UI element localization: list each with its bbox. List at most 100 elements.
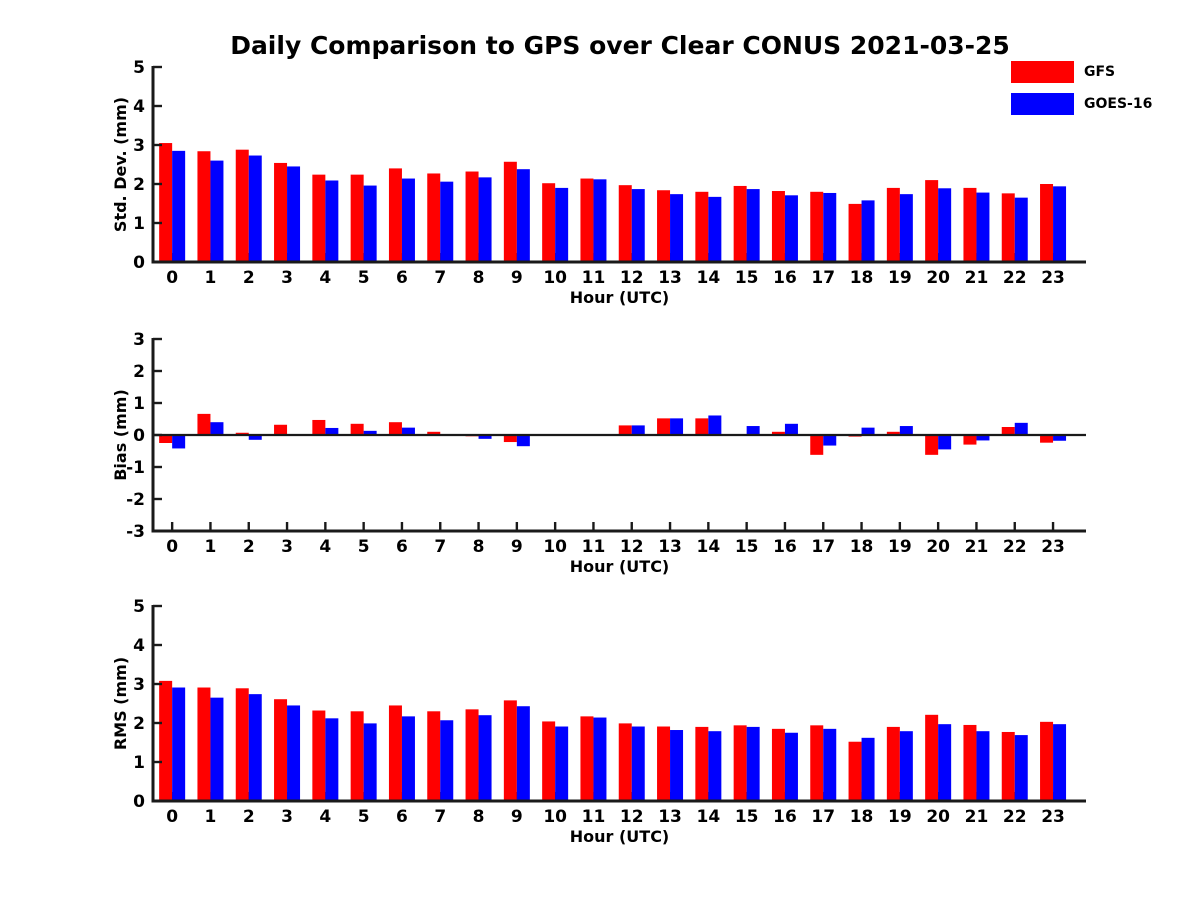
- bias-bar-gfs-h23: [1040, 435, 1054, 443]
- std-dev-series-gfs: [159, 143, 1054, 262]
- std-dev-bar-gfs-h1: [197, 151, 211, 262]
- rms-bar-gfs-h23: [1040, 721, 1054, 801]
- std-dev-bar-goes-16-h13: [670, 194, 684, 262]
- x-tick-label: 17: [811, 807, 835, 827]
- x-tick-label: 16: [773, 268, 797, 288]
- y-tick-label: 2: [133, 175, 145, 195]
- gfs-color-swatch: [1011, 61, 1074, 83]
- x-tick-label: 0: [166, 268, 178, 288]
- rms-bar-gfs-h3: [274, 699, 288, 801]
- rms-bar-gfs-h15: [733, 725, 747, 801]
- x-tick-label: 20: [926, 268, 950, 288]
- std-dev-bar-goes-16-h19: [899, 194, 913, 262]
- rms-bar-gfs-h20: [925, 714, 939, 801]
- rms-bar-goes-16-h15: [746, 726, 760, 801]
- bias-bar-goes-16-h21: [976, 435, 990, 441]
- x-tick-label: 5: [358, 268, 370, 288]
- y-axis-label: Bias (mm): [111, 389, 130, 481]
- std-dev-bar-gfs-h11: [580, 178, 594, 262]
- x-tick-label: 11: [582, 807, 606, 827]
- rms-series-goes-16: [172, 687, 1067, 801]
- rms-bar-goes-16-h5: [363, 723, 377, 801]
- std-dev-bar-goes-16-h12: [631, 189, 645, 262]
- bias-bar-goes-16-h18: [861, 427, 875, 435]
- bias-bar-gfs-h13: [657, 418, 671, 435]
- rms-bar-goes-16-h2: [248, 694, 262, 801]
- x-tick-label: 22: [1003, 537, 1027, 557]
- goes16-color-swatch: [1011, 93, 1074, 115]
- y-tick-label: 3: [133, 330, 145, 350]
- rms-bar-goes-16-h21: [976, 731, 990, 801]
- x-tick-label: 22: [1003, 807, 1027, 827]
- y-tick-label: -3: [126, 522, 145, 542]
- x-tick-label: 16: [773, 537, 797, 557]
- std-dev-bar-gfs-h12: [618, 185, 632, 262]
- std-dev-bar-goes-16-h4: [325, 180, 339, 262]
- x-tick-label: 12: [620, 537, 644, 557]
- std-dev-bar-gfs-h8: [465, 171, 479, 262]
- y-tick-label: 2: [133, 362, 145, 382]
- std-dev-bar-goes-16-h15: [746, 189, 760, 262]
- bias-bar-goes-16-h8: [478, 435, 492, 439]
- rms-bar-goes-16-h6: [401, 716, 415, 801]
- x-tick-label: 3: [281, 268, 293, 288]
- rms-bar-gfs-h8: [465, 709, 479, 801]
- x-tick-label: 5: [358, 537, 370, 557]
- rms-bar-goes-16-h0: [172, 687, 186, 801]
- rms-bar-goes-16-h13: [670, 730, 684, 801]
- y-axis-label: RMS (mm): [111, 657, 130, 750]
- y-tick-label: 0: [133, 253, 145, 273]
- y-tick-label: 1: [133, 753, 145, 773]
- std-dev-bar-gfs-h15: [733, 185, 747, 262]
- bias-bar-gfs-h7: [427, 431, 441, 435]
- rms-bar-gfs-h17: [810, 725, 824, 801]
- std-dev-bar-gfs-h13: [657, 190, 671, 262]
- x-tick-label: 9: [511, 268, 523, 288]
- std-dev-bar-gfs-h20: [925, 180, 939, 262]
- rms-bar-goes-16-h9: [516, 706, 530, 801]
- x-tick-label: 23: [1041, 268, 1065, 288]
- y-tick-label: 4: [133, 97, 145, 117]
- bias-bar-gfs-h4: [312, 419, 326, 435]
- std-dev-bar-gfs-h4: [312, 174, 326, 262]
- std-dev-bar-gfs-h23: [1040, 184, 1054, 262]
- x-axis-label: Hour (UTC): [570, 557, 670, 576]
- rms-bar-gfs-h12: [618, 723, 632, 801]
- rms-bar-gfs-h19: [886, 726, 900, 801]
- x-tick-label: 14: [697, 537, 721, 557]
- x-tick-label: 0: [166, 537, 178, 557]
- x-tick-label: 3: [281, 807, 293, 827]
- x-tick-label: 0: [166, 807, 178, 827]
- std-dev-bar-goes-16-h22: [1014, 197, 1028, 262]
- rms-bar-gfs-h9: [503, 700, 517, 801]
- x-tick-label: 21: [965, 807, 989, 827]
- y-tick-label: 3: [133, 675, 145, 695]
- bias-bar-goes-16-h23: [1053, 435, 1067, 441]
- bias-bar-goes-16-h5: [363, 430, 377, 435]
- x-tick-label: 7: [434, 807, 446, 827]
- x-tick-label: 9: [511, 807, 523, 827]
- x-tick-label: 10: [543, 537, 567, 557]
- bias-bar-goes-16-h6: [401, 427, 415, 435]
- rms-series-gfs: [159, 680, 1054, 801]
- legend-label-goes16: GOES-16: [1084, 96, 1153, 112]
- rms-bar-gfs-h10: [542, 721, 556, 801]
- x-tick-label: 4: [319, 268, 331, 288]
- x-tick-label: 4: [319, 537, 331, 557]
- x-tick-label: 5: [358, 807, 370, 827]
- bias-bar-gfs-h2: [235, 432, 249, 435]
- y-tick-label: 0: [133, 426, 145, 446]
- x-tick-label: 15: [735, 268, 759, 288]
- rms-bar-goes-16-h4: [325, 718, 339, 801]
- x-tick-label: 9: [511, 537, 523, 557]
- rms-bar-goes-16-h18: [861, 737, 875, 801]
- x-tick-label: 22: [1003, 268, 1027, 288]
- bias-bar-gfs-h20: [925, 435, 939, 455]
- std-dev-bar-gfs-h21: [963, 187, 977, 262]
- x-tick-label: 11: [582, 537, 606, 557]
- x-tick-label: 23: [1041, 537, 1065, 557]
- x-tick-label: 10: [543, 268, 567, 288]
- x-tick-label: 12: [620, 268, 644, 288]
